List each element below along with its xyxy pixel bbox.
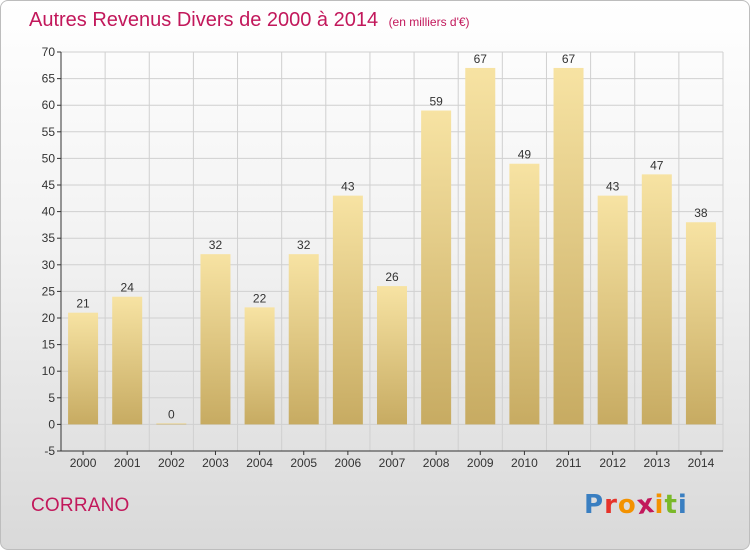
x-tick-label: 2012 <box>599 456 626 470</box>
data-label: 67 <box>562 52 576 66</box>
x-tick-label: 2013 <box>643 456 670 470</box>
x-tick-label: 2007 <box>379 456 406 470</box>
y-tick-label: 35 <box>42 231 56 245</box>
bar <box>244 307 275 425</box>
y-tick-label: 45 <box>42 178 56 192</box>
bar <box>553 67 584 425</box>
y-tick-label: 50 <box>42 151 56 165</box>
y-tick-label: 10 <box>42 364 56 378</box>
data-label: 38 <box>694 206 708 220</box>
y-tick-label: 55 <box>42 125 56 139</box>
bars <box>68 67 716 425</box>
data-label: 24 <box>121 281 135 295</box>
y-tick-label: 30 <box>42 258 56 272</box>
x-tick-label: 2006 <box>335 456 362 470</box>
y-tick-label: -5 <box>44 444 55 458</box>
y-tick-label: 40 <box>42 205 56 219</box>
data-label: 49 <box>518 148 532 162</box>
x-tick-label: 2000 <box>70 456 97 470</box>
data-label: 21 <box>76 297 90 311</box>
data-label: 32 <box>297 238 311 252</box>
bar <box>200 254 231 425</box>
x-tick-label: 2003 <box>202 456 229 470</box>
y-tick-label: 5 <box>48 391 55 405</box>
bar <box>421 110 452 425</box>
y-tick-label: 0 <box>48 417 55 431</box>
bar <box>156 423 187 425</box>
place-name: CORRANO <box>31 495 130 516</box>
axes: -5 0 5 10 15 20 25 30 35 40 45 50 55 60 65 70 2000 2001 20… <box>42 45 723 470</box>
data-label: 59 <box>429 95 443 109</box>
data-label: 43 <box>341 180 355 194</box>
title-unit: (en milliers d'€) <box>388 15 470 29</box>
x-tick-label: 2014 <box>688 456 715 470</box>
data-label: 26 <box>385 270 399 284</box>
y-tick-label: 60 <box>42 98 56 112</box>
bar <box>597 195 628 425</box>
title-text: Autres Revenus Divers de 2000 à 2014 <box>29 9 379 31</box>
chart-title: Autres Revenus Divers de 2000 à 2014 (en… <box>29 9 470 32</box>
brand-logo: Proxiti <box>584 488 688 522</box>
bar <box>377 286 407 425</box>
x-tick-label: 2001 <box>114 456 141 470</box>
labels: 21 24 0 32 22 32 43 26 59 67 49 67 43 47 38 <box>76 52 708 421</box>
y-tick-label: 70 <box>42 45 56 59</box>
x-tick-label: 2011 <box>556 456 582 470</box>
bar <box>332 195 363 425</box>
bar <box>112 296 143 425</box>
y-tick-label: 25 <box>42 284 56 298</box>
data-label: 67 <box>474 52 488 66</box>
data-label: 43 <box>606 180 620 194</box>
x-tick-label: 2002 <box>158 456 185 470</box>
bar <box>509 163 540 425</box>
bar <box>685 222 716 425</box>
y-tick-label: 20 <box>42 311 56 325</box>
data-label: 0 <box>168 407 175 421</box>
bar <box>465 67 496 425</box>
bar <box>288 254 319 425</box>
x-tick-label: 2008 <box>423 456 450 470</box>
x-tick-label: 2005 <box>290 456 317 470</box>
bar <box>68 312 99 425</box>
y-tick-label: 15 <box>42 338 56 352</box>
x-tick-label: 2009 <box>467 456 494 470</box>
data-label: 22 <box>253 291 267 305</box>
bar <box>641 174 672 425</box>
x-tick-label: 2010 <box>511 456 538 470</box>
y-tick-label: 65 <box>42 72 56 86</box>
data-label: 47 <box>650 158 664 172</box>
data-label: 32 <box>209 238 223 252</box>
x-tick-label: 2004 <box>246 456 273 470</box>
